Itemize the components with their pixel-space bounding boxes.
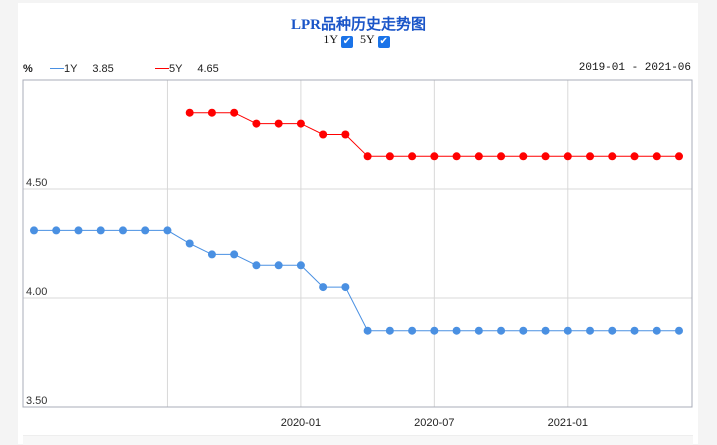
data-point-5Y (185, 108, 194, 117)
data-point-1Y (630, 326, 639, 335)
data-point-1Y (141, 226, 150, 235)
data-point-1Y (252, 261, 261, 270)
x-tick-label: 2020-01 (281, 417, 321, 429)
data-point-5Y (630, 152, 639, 161)
data-point-1Y (319, 283, 328, 292)
data-point-1Y (274, 261, 283, 270)
data-point-1Y (452, 326, 461, 335)
data-point-5Y (230, 108, 239, 117)
data-point-1Y (586, 326, 595, 335)
data-point-1Y (118, 226, 127, 235)
footer-bar (23, 435, 693, 445)
data-point-1Y (96, 226, 105, 235)
data-point-5Y (408, 152, 417, 161)
y-tick-label: 4.50 (26, 177, 47, 189)
data-point-1Y (563, 326, 572, 335)
legend-1y-value: 3.85 (92, 63, 114, 75)
legend-1y: 1Y 3.85 (50, 63, 114, 75)
data-point-5Y (519, 152, 528, 161)
plot-border (22, 79, 693, 408)
data-point-5Y (586, 152, 595, 161)
data-point-5Y (452, 152, 461, 161)
data-point-1Y (608, 326, 617, 335)
data-point-1Y (408, 326, 417, 335)
data-point-5Y (274, 119, 283, 128)
data-point-5Y (474, 152, 483, 161)
toggle-5y-label: 5Y (360, 32, 375, 46)
data-point-1Y (519, 326, 528, 335)
date-range: 2019-01 - 2021-06 (578, 62, 691, 74)
series-line-1Y (34, 229, 679, 332)
legend-5y-line (155, 68, 169, 69)
toggle-5y-checkbox[interactable]: ✔ (377, 36, 390, 48)
data-point-5Y (497, 152, 506, 161)
data-point-5Y (608, 152, 617, 161)
chart-panel (18, 3, 698, 444)
toggle-1y-checkbox[interactable]: ✔ (341, 36, 353, 48)
y-tick-label: 3.50 (26, 395, 47, 407)
legend-5y-value: 4.65 (197, 63, 219, 75)
series-toggles: 1Y ✔ 5Y ✔ (0, 32, 717, 48)
data-point-1Y (675, 326, 683, 335)
toggle-1y-label: 1Y (323, 32, 338, 46)
y-unit-label: % (23, 63, 33, 75)
data-point-5Y (652, 152, 661, 161)
data-point-1Y (74, 226, 83, 235)
legend-1y-line (50, 68, 64, 69)
data-point-5Y (252, 119, 261, 128)
data-point-1Y (385, 326, 394, 335)
x-tick-label: 2020-07 (414, 417, 454, 429)
data-point-1Y (163, 226, 172, 235)
data-point-1Y (30, 226, 38, 235)
data-point-5Y (207, 108, 216, 117)
legend-1y-name: 1Y (64, 63, 78, 75)
legend-5y-name: 5Y (169, 63, 183, 75)
data-point-5Y (319, 130, 328, 139)
data-point-1Y (363, 326, 372, 335)
y-tick-label: 4.00 (26, 286, 47, 298)
data-point-5Y (675, 152, 683, 161)
data-point-5Y (430, 152, 439, 161)
data-point-1Y (341, 283, 350, 292)
data-point-5Y (563, 152, 572, 161)
data-point-1Y (185, 239, 194, 248)
data-point-5Y (385, 152, 394, 161)
chart-title: LPR品种历史走势图 (290, 17, 426, 33)
data-point-1Y (230, 250, 239, 259)
data-point-1Y (497, 326, 506, 335)
data-point-1Y (296, 261, 305, 270)
data-point-1Y (541, 326, 550, 335)
data-point-1Y (52, 226, 61, 235)
data-point-1Y (207, 250, 216, 259)
data-point-5Y (363, 152, 372, 161)
data-point-1Y (430, 326, 439, 335)
data-point-5Y (341, 130, 350, 139)
legend-5y: 5Y 4.65 (155, 63, 219, 75)
data-point-5Y (541, 152, 550, 161)
x-tick-label: 2021-01 (548, 417, 588, 429)
data-point-5Y (296, 119, 305, 128)
data-point-1Y (652, 326, 661, 335)
data-point-1Y (474, 326, 483, 335)
